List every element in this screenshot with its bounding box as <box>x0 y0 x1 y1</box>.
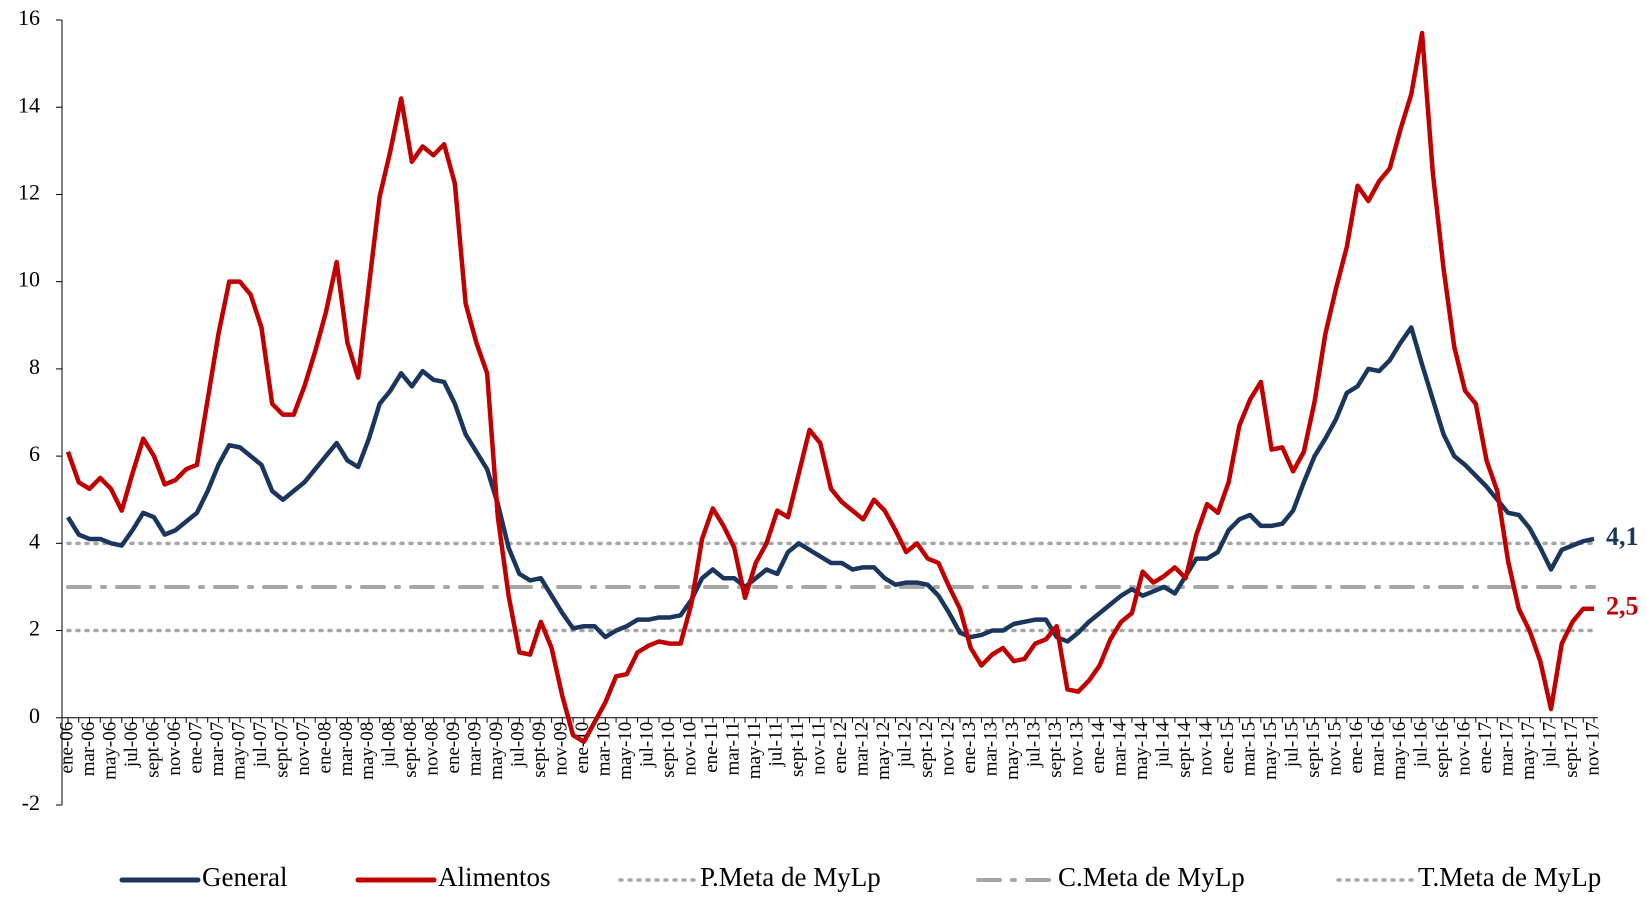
series-line <box>66 325 1595 644</box>
legend-label: T.Meta de MyLp <box>1418 862 1601 892</box>
x-tick-label: nov-16 <box>1453 722 1474 776</box>
x-tick-label: jul-09 <box>508 722 529 768</box>
x-tick-label: may-13 <box>1002 722 1023 780</box>
legend-item: C.Meta de MyLp <box>976 862 1245 892</box>
series-line <box>65 30 1594 745</box>
x-tick-label: mar-12 <box>852 722 873 777</box>
x-tick-label: sept-10 <box>658 722 679 778</box>
y-tick-label: 16 <box>18 5 40 30</box>
y-tick-label: 8 <box>29 354 40 379</box>
end-label: 4,1 <box>1606 522 1639 551</box>
x-tick-label: jul-17 <box>1539 722 1560 768</box>
x-tick-label: sept-11 <box>787 722 808 777</box>
y-tick-label: 6 <box>29 441 40 466</box>
x-tick-label: sept-06 <box>142 722 163 778</box>
x-tick-label: ene-08 <box>314 722 335 774</box>
x-tick-label: mar-09 <box>465 722 486 777</box>
x-tick-label: sept-17 <box>1561 722 1582 778</box>
x-tick-label: jul-16 <box>1410 722 1431 768</box>
legend-item: General <box>119 862 287 892</box>
x-tick-label: mar-07 <box>207 722 228 777</box>
y-tick-label: 2 <box>29 616 40 641</box>
y-tick-label: 4 <box>29 528 40 553</box>
x-tick-label: ene-16 <box>1346 722 1367 774</box>
x-tick-label: mar-15 <box>1238 722 1259 777</box>
x-tick-label: ene-09 <box>443 722 464 774</box>
legend-label: P.Meta de MyLp <box>700 862 881 892</box>
x-tick-label: may-10 <box>615 722 636 780</box>
x-tick-label: ene-11 <box>701 722 722 773</box>
x-tick-label: sept-08 <box>400 722 421 778</box>
x-tick-label: may-12 <box>873 722 894 780</box>
x-tick-label: jul-06 <box>121 722 142 768</box>
x-tick-label: nov-07 <box>293 722 314 776</box>
x-tick-label: nov-10 <box>680 722 701 776</box>
x-tick-label: ene-13 <box>959 722 980 774</box>
x-tick-label: mar-11 <box>723 722 744 776</box>
y-tick-label: 14 <box>18 92 40 117</box>
x-tick-label: nov-06 <box>164 722 185 776</box>
x-tick-label: mar-14 <box>1110 721 1131 776</box>
x-tick-label: nov-12 <box>938 722 959 776</box>
x-tick-label: jul-13 <box>1024 722 1045 768</box>
x-tick-label: mar-16 <box>1367 722 1388 777</box>
x-tick-label: nov-13 <box>1067 722 1088 776</box>
legend-label: C.Meta de MyLp <box>1058 862 1245 892</box>
x-tick-label: jul-15 <box>1281 722 1302 768</box>
x-tick-label: nov-14 <box>1195 721 1216 775</box>
x-tick-label: mar-10 <box>594 722 615 777</box>
x-tick-label: may-16 <box>1389 722 1410 780</box>
x-tick-label: sept-07 <box>271 722 292 778</box>
x-tick-label: ene-14 <box>1088 721 1109 773</box>
x-tick-label: nov-17 <box>1582 722 1603 776</box>
x-tick-label: sept-13 <box>1045 722 1066 778</box>
x-tick-label: ene-15 <box>1217 722 1238 774</box>
x-tick-label: mar-06 <box>78 722 99 777</box>
x-tick-label: may-09 <box>486 722 507 780</box>
x-tick-label: jul-11 <box>766 722 787 768</box>
x-tick-label: jul-07 <box>250 722 271 768</box>
x-tick-label: jul-08 <box>379 722 400 768</box>
x-tick-label: may-15 <box>1260 722 1281 780</box>
y-tick-label: 10 <box>18 267 40 292</box>
y-tick-label: 0 <box>29 703 40 728</box>
x-tick-label: ene-07 <box>185 722 206 774</box>
end-label: 2,5 <box>1606 592 1639 621</box>
x-tick-label: ene-06 <box>56 722 77 774</box>
x-tick-label: sept-12 <box>916 722 937 778</box>
x-tick-label: nov-08 <box>422 722 443 776</box>
x-tick-label: nov-11 <box>809 722 830 775</box>
x-tick-label: sept-09 <box>529 722 550 778</box>
x-tick-label: mar-17 <box>1496 722 1517 777</box>
x-tick-label: mar-08 <box>336 722 357 777</box>
x-tick-label: sept-15 <box>1303 722 1324 778</box>
x-tick-label: may-14 <box>1131 721 1152 780</box>
y-tick-label: -2 <box>22 790 40 815</box>
x-tick-label: may-08 <box>357 722 378 780</box>
x-tick-label: may-07 <box>228 722 249 780</box>
x-tick-label: jul-10 <box>637 722 658 768</box>
x-tick-label: sept-14 <box>1174 721 1195 777</box>
x-tick-label: may-11 <box>744 722 765 779</box>
legend-label: Alimentos <box>438 862 551 892</box>
x-tick-label: may-06 <box>99 722 120 780</box>
x-tick-label: may-17 <box>1518 722 1539 780</box>
x-tick-label: sept-16 <box>1432 722 1453 778</box>
legend-item: P.Meta de MyLp <box>618 862 881 892</box>
legend-item: Alimentos <box>355 862 551 892</box>
legend-label: General <box>202 862 287 892</box>
x-tick-label: nov-15 <box>1324 722 1345 776</box>
x-tick-label: ene-17 <box>1475 722 1496 774</box>
x-tick-label: nov-09 <box>551 722 572 776</box>
x-tick-label: jul-12 <box>895 722 916 768</box>
legend-item: T.Meta de MyLp <box>1336 862 1601 892</box>
x-tick-label: mar-13 <box>981 722 1002 777</box>
x-tick-label: jul-14 <box>1153 721 1174 768</box>
y-tick-label: 12 <box>18 179 40 204</box>
x-tick-label: ene-12 <box>830 722 851 774</box>
